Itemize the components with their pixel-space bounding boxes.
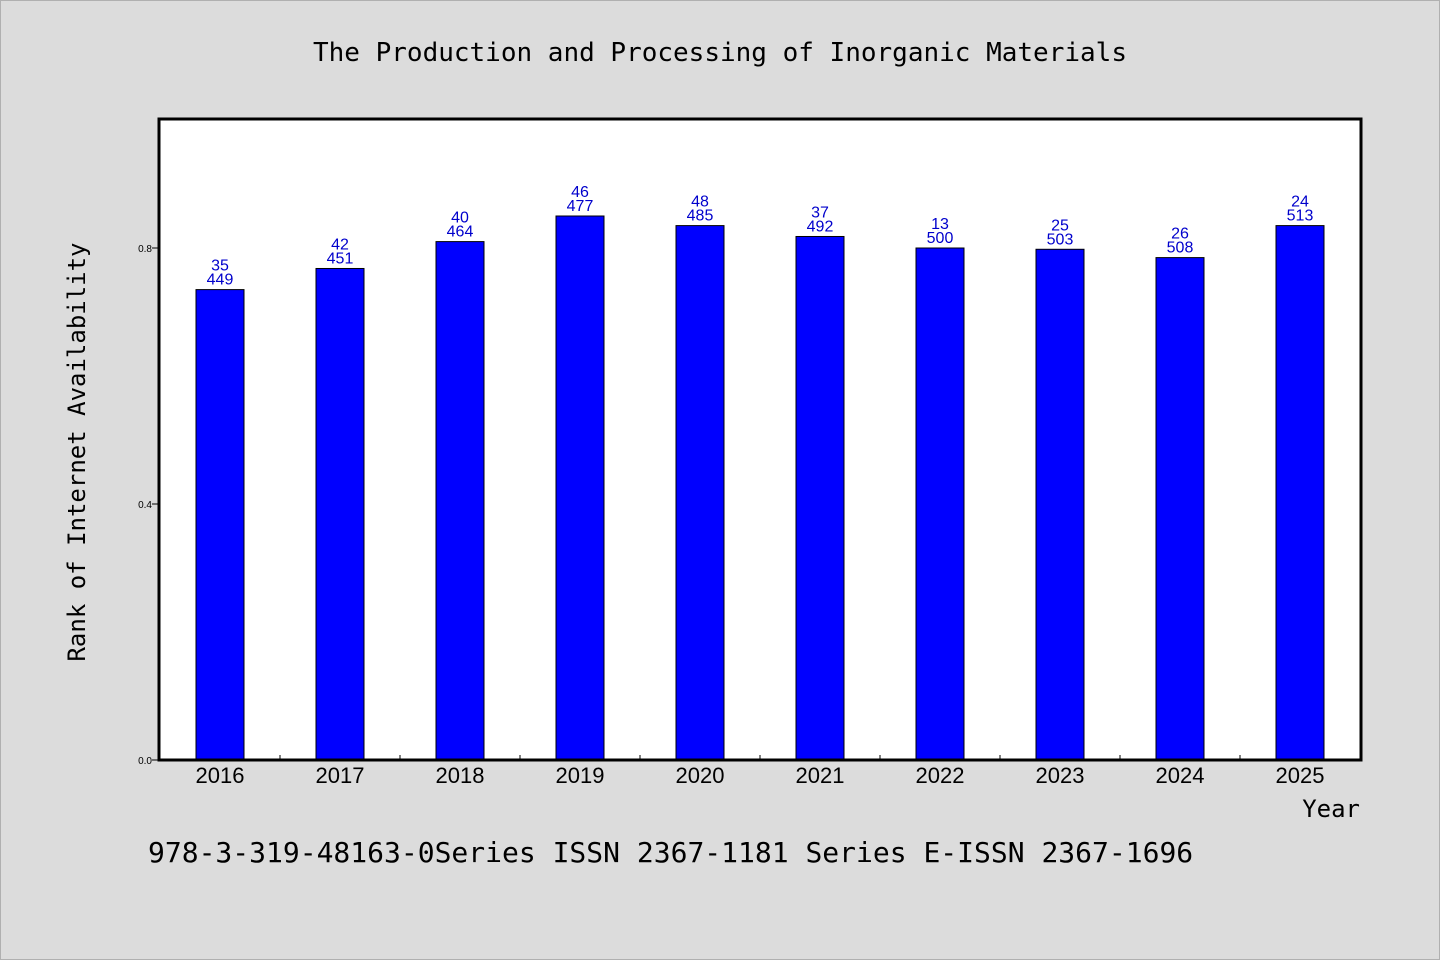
- y-axis-label: Rank of Internet Availability: [63, 242, 91, 661]
- x-tick-label-2017: 2017: [316, 763, 365, 788]
- bars-layer: [195, 215, 1325, 761]
- x-tick-label-2024: 2024: [1156, 763, 1205, 788]
- data-label-bottom-2018: 464: [447, 224, 474, 241]
- data-label-top-2024: 26: [1171, 226, 1189, 243]
- data-label-bottom-2016: 449: [207, 272, 234, 289]
- data-label-top-2023: 25: [1051, 217, 1069, 234]
- data-label-bottom-2024: 508: [1167, 240, 1194, 257]
- data-label-bottom-2019: 477: [567, 198, 594, 215]
- y-tick-label-0.4: 0.4: [138, 500, 152, 511]
- data-label-bottom-2025: 513: [1287, 208, 1314, 225]
- y-tick-label-0.0: 0.0: [138, 756, 152, 767]
- data-label-bottom-2021: 492: [807, 218, 834, 235]
- data-label-bottom-2023: 503: [1047, 231, 1074, 248]
- x-tick-label-2025: 2025: [1276, 763, 1325, 788]
- data-label-top-2017: 42: [331, 236, 349, 253]
- bar-2017: [315, 267, 365, 761]
- data-label-top-2020: 48: [691, 194, 709, 211]
- x-tick-label-2023: 2023: [1036, 763, 1085, 788]
- x-tick-label-2018: 2018: [436, 763, 485, 788]
- bar-2021: [795, 235, 845, 761]
- x-axis-label: Year: [1302, 795, 1360, 823]
- data-label-bottom-2020: 485: [687, 208, 714, 225]
- bar-2023: [1035, 248, 1085, 761]
- footer-text: 978-3-319-48163-0Series ISSN 2367-1181 S…: [148, 836, 1193, 869]
- plot-frame: [157, 117, 1363, 762]
- bar-2025: [1275, 225, 1325, 761]
- bar-2024: [1155, 257, 1205, 761]
- bar-2018: [435, 241, 485, 761]
- x-tick-label-2016: 2016: [196, 763, 245, 788]
- data-label-top-2022: 13: [931, 216, 949, 233]
- data-label-top-2016: 35: [211, 258, 229, 275]
- x-tick-label-2021: 2021: [796, 763, 845, 788]
- data-label-bottom-2022: 500: [927, 230, 954, 247]
- data-label-top-2025: 24: [1291, 194, 1309, 211]
- bar-2022: [915, 247, 965, 761]
- ticks-layer: 2016 2017 2018 2019 2020 2021 2022 2023 2024 2025…: [138, 244, 1324, 788]
- bar-2020: [675, 225, 725, 761]
- y-tick-label-0.8: 0.8: [138, 244, 152, 255]
- bar-2019: [555, 215, 605, 761]
- bar-2016: [195, 289, 245, 761]
- data-label-top-2019: 46: [571, 184, 589, 201]
- data-label-bottom-2017: 451: [327, 250, 354, 267]
- x-tick-label-2019: 2019: [556, 763, 605, 788]
- data-label-top-2021: 37: [811, 204, 829, 221]
- chart-title: The Production and Processing of Inorgan…: [313, 38, 1127, 68]
- x-tick-label-2022: 2022: [916, 763, 965, 788]
- x-tick-label-2020: 2020: [676, 763, 725, 788]
- data-label-top-2018: 40: [451, 210, 469, 227]
